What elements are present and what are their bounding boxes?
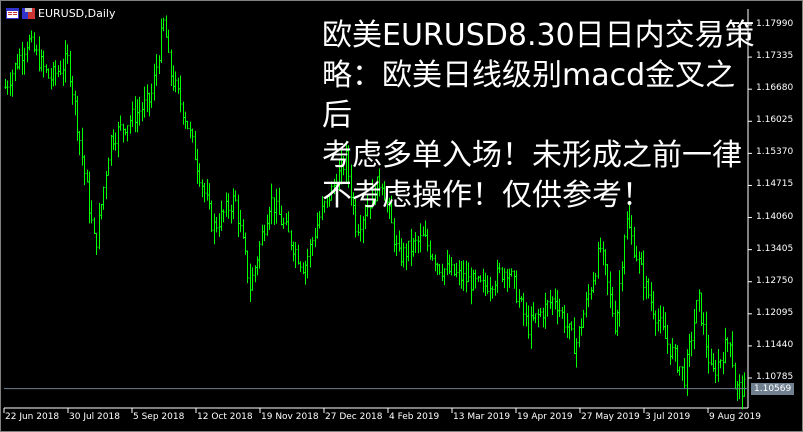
time-tick-label: 3 Jul 2019 (645, 412, 691, 422)
strategy-text-overlay: 欧美EURUSD8.30日日内交易策 略：欧美日线级别macd金叉之后 考虑多单… (322, 16, 762, 216)
time-tick-label: 30 Jul 2018 (69, 412, 120, 422)
current-price-label: 1.10569 (751, 382, 795, 395)
chart-title-bar: EURUSD,Daily (6, 7, 115, 20)
time-tick-label: 13 Mar 2019 (453, 412, 511, 422)
price-tick-label: 1.13405 (756, 243, 794, 254)
time-tick-label: 12 Oct 2018 (197, 412, 253, 422)
price-tick-label: 1.14715 (756, 179, 794, 190)
overlay-line: 略：欧美日线级别macd金叉之后 (322, 58, 736, 133)
price-tick-label: 1.12750 (756, 275, 794, 286)
price-tick-label: 1.11440 (756, 339, 794, 350)
overlay-line: 考虑多单入场！未形成之前一律 (322, 138, 742, 173)
price-tick-label: 1.17990 (756, 19, 794, 29)
time-tick-label: 5 Sep 2018 (133, 412, 185, 422)
save-disk-icon (22, 8, 35, 19)
time-tick-label: 19 Apr 2019 (517, 412, 573, 422)
price-tick-label: 1.16025 (756, 115, 794, 126)
price-tick-label: 1.15370 (756, 147, 794, 158)
chart-window-icon (6, 8, 19, 19)
chart-symbol-label: EURUSD,Daily (38, 7, 116, 20)
time-tick-label: 9 Aug 2019 (709, 412, 761, 422)
time-tick-label: 27 May 2019 (581, 412, 640, 422)
time-tick-label: 22 Jun 2018 (5, 412, 60, 422)
time-tick-label: 19 Nov 2018 (261, 412, 319, 422)
overlay-line: 不考虑操作！仅供参考！ (322, 178, 652, 213)
time-tick-label: 4 Feb 2019 (389, 412, 440, 422)
price-tick-label: 1.10785 (756, 372, 794, 382)
price-tick-label: 1.12095 (756, 307, 794, 318)
overlay-line: 欧美EURUSD8.30日日内交易策 (322, 18, 755, 53)
price-tick-label: 1.16680 (756, 83, 794, 94)
price-tick-label: 1.17335 (756, 51, 794, 62)
time-tick-label: 27 Dec 2018 (325, 412, 383, 422)
price-tick-label: 1.14060 (756, 211, 794, 222)
